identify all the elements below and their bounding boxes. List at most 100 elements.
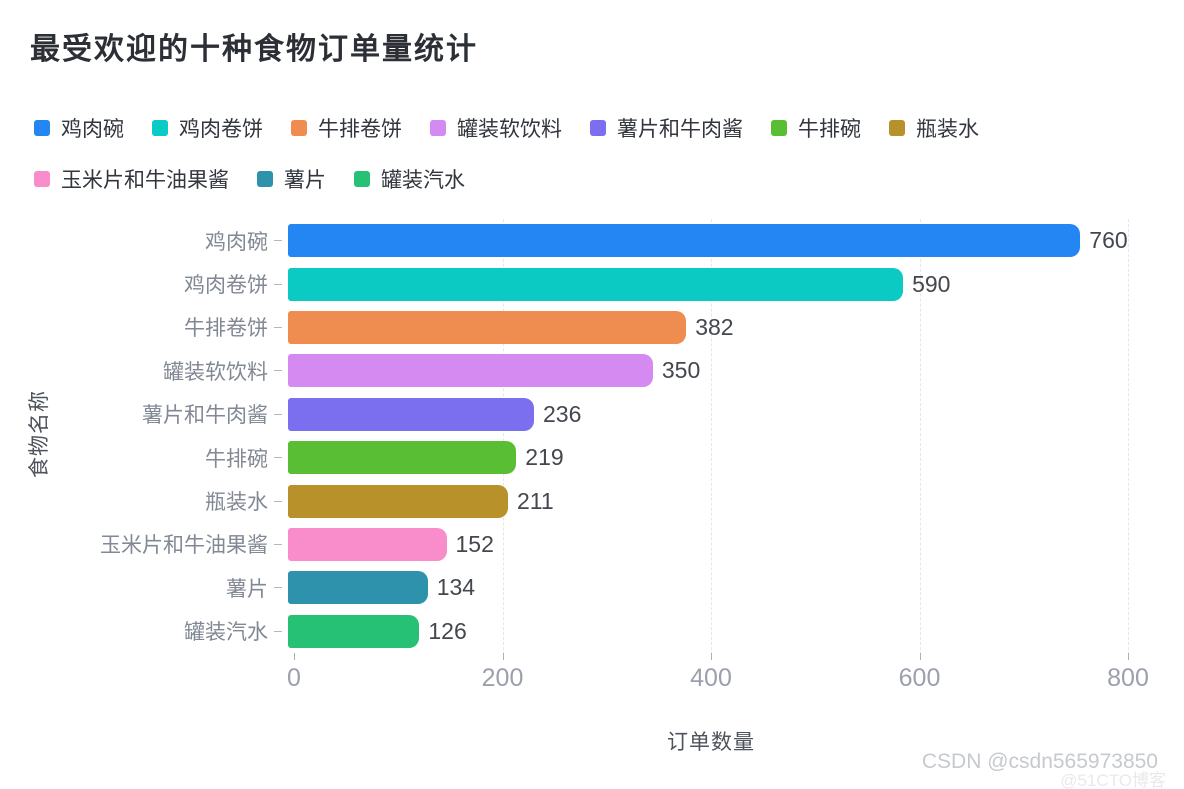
legend-item-3[interactable]: 罐装软饮料 — [430, 113, 562, 143]
legend-label: 牛排碗 — [798, 118, 861, 141]
bar-8[interactable] — [288, 571, 428, 605]
legend-row-2: 玉米片和牛油果酱 薯片 罐装汽水 — [34, 164, 979, 194]
bar-row-4: 薯片和牛肉酱 236 — [0, 393, 1184, 436]
legend-label: 玉米片和牛油果酱 — [61, 169, 229, 192]
category-tick — [274, 240, 282, 242]
legend-swatch-icon — [34, 120, 50, 136]
bar-3[interactable] — [288, 354, 653, 388]
bar-row-5: 牛排碗 219 — [0, 436, 1184, 479]
category-tick — [274, 326, 282, 328]
legend-row-1: 鸡肉碗 鸡肉卷饼 牛排卷饼 罐装软饮料 薯片和牛肉酱 牛排碗 瓶装水 — [34, 113, 979, 143]
legend-label: 鸡肉碗 — [61, 118, 124, 141]
bar-row-0: 鸡肉碗 760 — [0, 219, 1184, 262]
legend-item-9[interactable]: 罐装汽水 — [354, 164, 465, 194]
bar-value-label: 152 — [455, 530, 494, 557]
category-label: 薯片 — [226, 577, 268, 601]
bar-value-label: 590 — [912, 270, 951, 297]
bar-value-label: 350 — [661, 357, 701, 384]
bar-row-7: 玉米片和牛油果酱 152 — [0, 523, 1184, 566]
legend-swatch-icon — [430, 120, 446, 136]
watermark-csdn: CSDN @csdn565973850 — [921, 750, 1158, 773]
category-tick — [274, 370, 282, 372]
category-label: 瓶装水 — [205, 491, 268, 515]
legend-label: 薯片 — [284, 169, 326, 192]
legend-item-5[interactable]: 牛排碗 — [771, 113, 861, 143]
legend-label: 罐装汽水 — [381, 169, 465, 192]
bar-7[interactable] — [288, 527, 447, 561]
gridlines — [0, 219, 1184, 655]
legend-item-8[interactable]: 薯片 — [257, 164, 326, 194]
legend-swatch-icon — [771, 120, 787, 136]
bar-0[interactable] — [288, 224, 1081, 258]
category-label: 薯片和牛肉酱 — [142, 404, 268, 428]
bar-5[interactable] — [288, 441, 517, 475]
legend-swatch-icon — [257, 171, 273, 187]
legend-swatch-icon — [590, 120, 606, 136]
bar-row-9: 罐装汽水 126 — [0, 610, 1184, 653]
category-tick — [274, 543, 282, 545]
x-axis-title: 订单数量 — [667, 731, 755, 754]
x-tick-mark — [711, 653, 712, 660]
legend-swatch-icon — [889, 120, 905, 136]
x-tick-label: 400 — [690, 664, 732, 692]
bar-value-label: 382 — [695, 313, 734, 340]
bar-row-8: 薯片 134 — [0, 566, 1184, 609]
bar-value-label: 236 — [543, 400, 582, 427]
x-tick-label: 200 — [481, 664, 524, 692]
category-label: 牛排碗 — [205, 447, 268, 471]
legend-label: 瓶装水 — [916, 118, 979, 141]
bar-9[interactable] — [288, 614, 420, 648]
gridline-800 — [1128, 219, 1129, 655]
legend-label: 鸡肉卷饼 — [179, 118, 263, 141]
legend-item-0[interactable]: 鸡肉碗 — [34, 113, 124, 143]
bar-row-1: 鸡肉卷饼 590 — [0, 262, 1184, 305]
watermark-51cto: @51CTO博客 — [1060, 771, 1166, 789]
plot-area: 鸡肉碗 760 鸡肉卷饼 590 牛排卷饼 382 罐装软饮料 350 薯片和牛肉酱 236 牛排碗… — [0, 219, 1184, 653]
x-tick-mark — [1128, 653, 1129, 660]
legend-item-7[interactable]: 玉米片和牛油果酱 — [34, 164, 229, 194]
bar-value-label: 760 — [1089, 227, 1128, 254]
legend-item-1[interactable]: 鸡肉卷饼 — [152, 113, 263, 143]
category-tick — [274, 283, 282, 285]
category-tick — [274, 500, 282, 502]
bar-1[interactable] — [288, 267, 904, 301]
chart-title: 最受欢迎的十种食物订单量统计 — [30, 33, 478, 66]
legend-item-2[interactable]: 牛排卷饼 — [291, 113, 402, 143]
bar-value-label: 134 — [436, 574, 476, 601]
category-tick — [274, 630, 282, 632]
legend-swatch-icon — [291, 120, 307, 136]
legend-item-4[interactable]: 薯片和牛肉酱 — [590, 113, 743, 143]
bar-row-3: 罐装软饮料 350 — [0, 349, 1184, 392]
legend-label: 罐装软饮料 — [457, 118, 562, 141]
x-tick-label: 800 — [1107, 664, 1149, 692]
x-axis: 0 200 400 600 800 — [0, 653, 1184, 698]
x-tick-mark — [919, 653, 921, 660]
gridline-400 — [711, 219, 712, 655]
bar-2[interactable] — [288, 310, 687, 344]
bar-row-2: 牛排卷饼 382 — [0, 306, 1184, 349]
bar-value-label: 211 — [517, 487, 554, 514]
bar-row-6: 瓶装水 211 — [0, 479, 1184, 522]
bar-value-label: 219 — [525, 444, 564, 471]
bar-4[interactable] — [288, 397, 534, 431]
category-label: 鸡肉碗 — [205, 230, 268, 254]
category-label: 玉米片和牛油果酱 — [100, 534, 268, 558]
legend-swatch-icon — [34, 171, 50, 187]
legend-swatch-icon — [354, 171, 370, 187]
gridline-600 — [919, 219, 921, 655]
category-label: 罐装汽水 — [184, 621, 268, 645]
gridline-200 — [502, 219, 504, 655]
category-label: 鸡肉卷饼 — [184, 274, 268, 298]
legend-label: 牛排卷饼 — [318, 118, 402, 141]
bar-6[interactable] — [288, 484, 508, 518]
category-tick — [274, 457, 282, 459]
x-tick-mark — [502, 653, 504, 660]
category-label: 牛排卷饼 — [184, 317, 268, 341]
x-tick-label: 0 — [287, 664, 301, 692]
legend-swatch-icon — [152, 120, 168, 136]
category-tick — [274, 587, 282, 589]
legend: 鸡肉碗 鸡肉卷饼 牛排卷饼 罐装软饮料 薯片和牛肉酱 牛排碗 瓶装水 玉米片和牛油果酱 薯片 罐… — [34, 113, 979, 215]
category-label: 罐装软饮料 — [163, 360, 268, 384]
legend-item-6[interactable]: 瓶装水 — [889, 113, 979, 143]
